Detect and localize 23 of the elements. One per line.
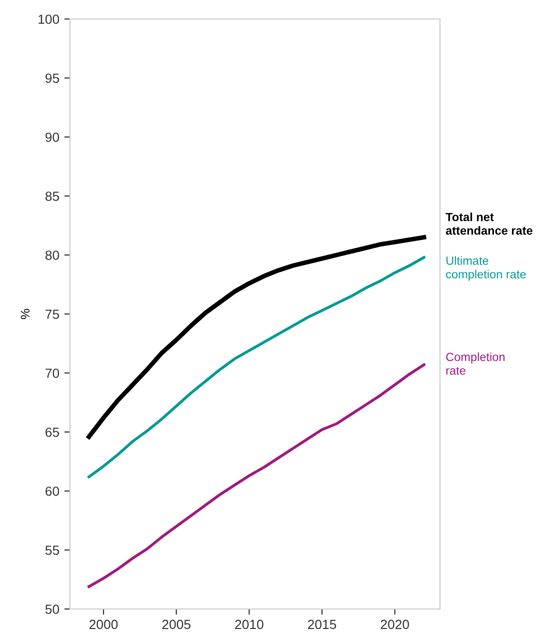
y-axis-title: % <box>20 308 30 320</box>
line-series <box>88 256 426 478</box>
x-tick-label: 2020 <box>380 620 410 630</box>
x-tick-label: 2015 <box>308 620 336 630</box>
y-tick-label: 85 <box>45 192 60 201</box>
y-tick-label: 90 <box>46 132 60 142</box>
y-tick-label: 70 <box>46 368 60 378</box>
y-tick-label: 95 <box>46 74 60 83</box>
y-tick-label: 50 <box>45 604 60 614</box>
y-tick-label: 80 <box>45 250 60 260</box>
series-label: Ultimate completion rate <box>446 256 526 281</box>
x-tick-label: 2010 <box>235 620 264 630</box>
line-series <box>88 363 426 588</box>
y-tick-label: 100 <box>38 14 60 24</box>
x-tick-label: 2005 <box>162 620 190 630</box>
series-label: Completion rate <box>446 352 505 375</box>
y-tick-label: 75 <box>46 310 60 319</box>
line-series <box>86 235 426 439</box>
x-tick-label: 2000 <box>89 620 118 630</box>
y-tick-label: 65 <box>46 428 60 437</box>
series-label: Total net attendance rate <box>446 212 532 235</box>
y-tick-label: 55 <box>45 546 60 555</box>
y-tick-label: 60 <box>46 486 60 496</box>
